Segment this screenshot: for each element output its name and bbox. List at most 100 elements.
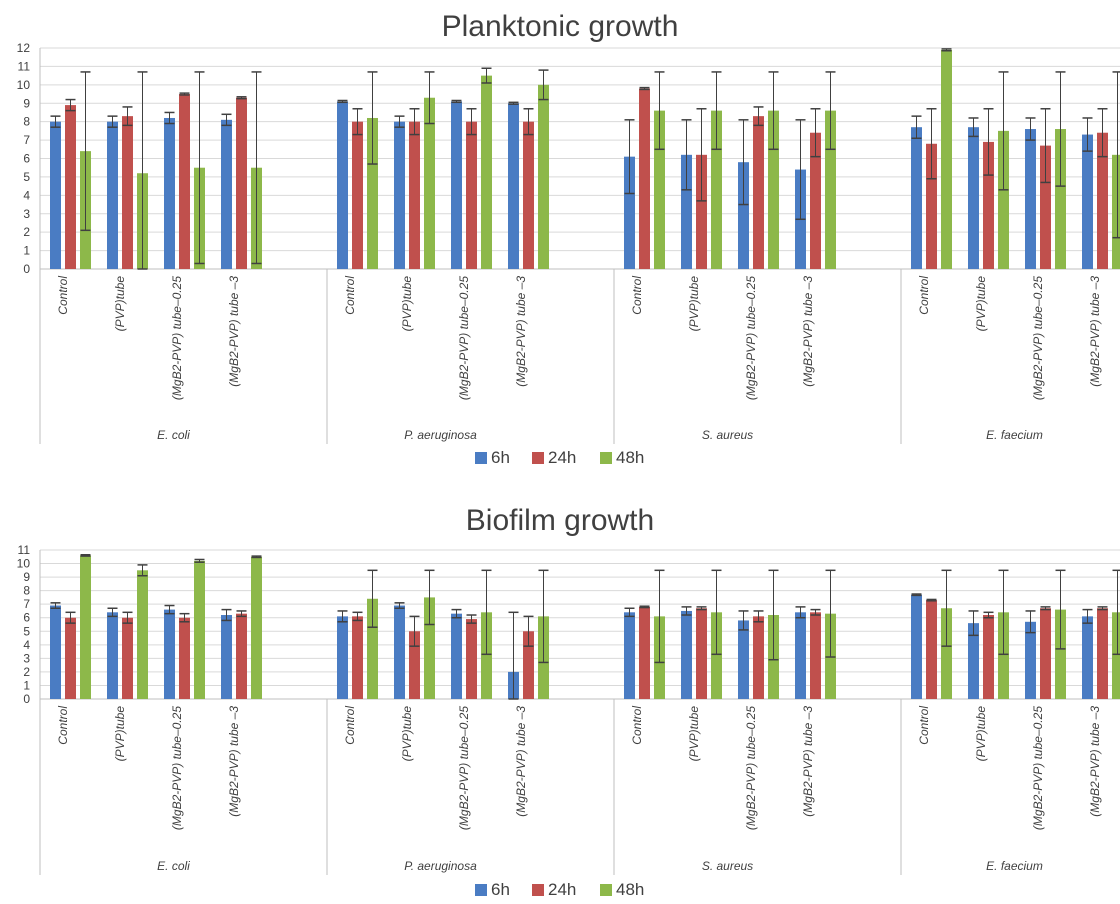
legend-swatch-24h — [532, 884, 544, 896]
bar-24h-2-3 — [810, 132, 821, 269]
bar-6h-0-3 — [221, 615, 232, 699]
bar-24h-1-3 — [523, 631, 534, 699]
bar-6h-3-1 — [968, 623, 979, 699]
bar-48h-3-1 — [998, 612, 1009, 699]
bar-6h-1-1 — [394, 121, 405, 270]
bar-6h-1-3 — [508, 103, 519, 269]
category-label: (MgB2-PVP) tube –3 — [801, 706, 815, 817]
bar-24h-0-0 — [65, 617, 76, 699]
bar-48h-0-2 — [194, 560, 205, 699]
bar-24h-3-3 — [1097, 132, 1108, 269]
category-label: (MgB2-PVP) tube–0.25 — [1031, 706, 1045, 830]
category-label: (MgB2-PVP) tube –3 — [227, 276, 241, 387]
category-label: Control — [56, 706, 70, 745]
group-label: E. faecium — [986, 428, 1043, 442]
y-tick-label: 0 — [23, 692, 30, 706]
bar-6h-2-1 — [681, 154, 692, 269]
y-tick-label: 5 — [23, 624, 30, 638]
category-label: (PVP)tube — [113, 276, 127, 332]
bar-24h-3-3 — [1097, 608, 1108, 699]
bar-48h-3-2 — [1055, 129, 1066, 269]
bar-48h-1-3 — [538, 84, 549, 269]
bar-48h-1-2 — [481, 612, 492, 699]
bar-6h-2-0 — [624, 156, 635, 269]
bar-48h-2-3 — [825, 110, 836, 269]
y-tick-label: 8 — [23, 115, 30, 129]
legend-swatch-48h — [600, 884, 612, 896]
bar-48h-2-0 — [654, 110, 665, 269]
bar-48h-0-1 — [137, 570, 148, 699]
bar-24h-3-1 — [983, 141, 994, 269]
bar-24h-3-1 — [983, 615, 994, 699]
bar-24h-0-3 — [236, 97, 247, 269]
planktonic-growth-chart: Planktonic growth 0 1 2 3 4 5 6 7 8 9 10 11 12 E. coli… — [17, 10, 1120, 467]
category-label: (MgB2-PVP) tube–0.25 — [457, 276, 471, 400]
category-label: Control — [343, 276, 357, 315]
y-tick-label: 11 — [18, 543, 31, 557]
legend-swatch-6h — [475, 452, 487, 464]
bar-24h-1-0 — [352, 121, 363, 270]
bar-24h-2-0 — [639, 88, 650, 270]
category-label: (PVP)tube — [687, 276, 701, 332]
y-tick-label: 6 — [23, 152, 30, 166]
bar-24h-2-3 — [810, 612, 821, 699]
category-label: (MgB2-PVP) tube –3 — [1088, 706, 1102, 817]
bar-24h-1-2 — [466, 619, 477, 699]
bar-6h-3-2 — [1025, 621, 1036, 699]
category-label: (PVP)tube — [974, 706, 988, 762]
y-tick-label: 11 — [18, 59, 31, 73]
bar-24h-1-1 — [409, 121, 420, 270]
y-tick-label: 10 — [17, 557, 31, 571]
bar-6h-2-3 — [795, 612, 806, 699]
legend-label-24h: 24h — [548, 880, 576, 899]
category-label: (PVP)tube — [113, 706, 127, 762]
y-tick-label: 1 — [23, 678, 30, 692]
bar-48h-2-1 — [711, 612, 722, 699]
bar-24h-3-0 — [926, 143, 937, 269]
y-tick-label: 12 — [17, 41, 31, 55]
bar-48h-2-1 — [711, 110, 722, 269]
legend-label-6h: 6h — [491, 880, 510, 899]
group-label: P. aeruginosa — [404, 859, 477, 873]
y-tick-label: 9 — [23, 96, 30, 110]
y-tick-label: 0 — [23, 262, 30, 276]
category-label: (PVP)tube — [400, 276, 414, 332]
legend-label-48h: 48h — [616, 880, 644, 899]
y-tick-label: 3 — [23, 207, 30, 221]
y-tick-label: 4 — [23, 638, 30, 652]
y-tick-label: 1 — [23, 244, 30, 258]
y-tick-label: 5 — [23, 170, 30, 184]
group-label: E. coli — [157, 428, 190, 442]
y-tick-label: 7 — [23, 597, 30, 611]
bar-6h-1-1 — [394, 605, 405, 699]
category-label: (MgB2-PVP) tube–0.25 — [744, 706, 758, 830]
bar-24h-3-2 — [1040, 145, 1051, 269]
category-label: (MgB2-PVP) tube–0.25 — [457, 706, 471, 830]
bar-24h-2-1 — [696, 154, 707, 269]
bar-48h-1-2 — [481, 75, 492, 269]
y-tick-label: 7 — [23, 133, 30, 147]
legend-label-6h: 6h — [491, 448, 510, 467]
bar-48h-2-2 — [768, 110, 779, 269]
chart-title: Biofilm growth — [466, 504, 654, 537]
bar-24h-1-1 — [409, 631, 420, 699]
y-tick-label: 8 — [23, 584, 30, 598]
bar-24h-3-2 — [1040, 608, 1051, 699]
bar-24h-2-0 — [639, 606, 650, 699]
bar-6h-2-2 — [738, 162, 749, 269]
bar-24h-2-2 — [753, 116, 764, 270]
bar-48h-3-3 — [1112, 612, 1120, 699]
bar-6h-1-2 — [451, 613, 462, 699]
group-label: E. faecium — [986, 859, 1043, 873]
bar-24h-0-2 — [179, 617, 190, 699]
category-label: (MgB2-PVP) tube –3 — [1088, 276, 1102, 387]
group-label: P. aeruginosa — [404, 428, 477, 442]
bar-24h-1-0 — [352, 616, 363, 699]
bar-48h-1-0 — [367, 117, 378, 269]
legend-swatch-6h — [475, 884, 487, 896]
bar-48h-1-1 — [424, 97, 435, 269]
y-tick-label: 4 — [23, 188, 30, 202]
biofilm-growth-chart: Biofilm growth 0 1 2 3 4 5 6 7 8 9 10 11 E. coli Contr… — [0, 490, 1120, 904]
y-tick-label: 9 — [23, 570, 30, 584]
